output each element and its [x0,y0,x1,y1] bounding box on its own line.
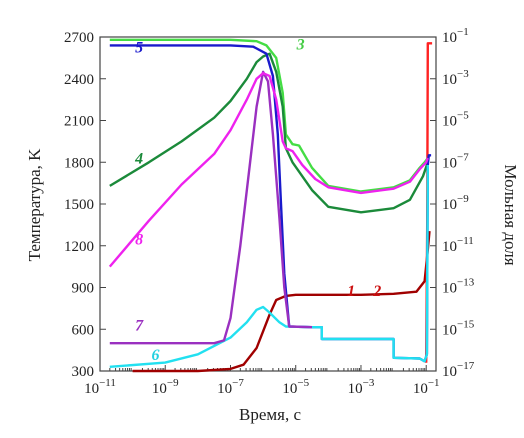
series-1-line [132,230,431,373]
series-5-label: 5 [135,39,143,56]
y-right-tick-label: 10−3 [442,68,469,88]
y-left-tick-label: 2400 [64,72,94,88]
y-axis-right-title: Мольная доля [501,164,520,265]
series-3-label: 3 [296,37,305,54]
y-left-tick-label: 1500 [64,197,94,213]
y-right-tick-label: 10−7 [442,151,469,171]
y-left-tick-label: 1200 [64,239,94,255]
y-left-tick-label: 2100 [64,114,94,130]
plot-area: 10−11 10−9 10−7 10−5 10−3 10−1300600900120015… [64,26,475,397]
series-4-line [109,52,429,214]
x-tick-label: 10−3 [348,377,375,397]
y-right-tick-label: 10−1 [442,26,469,46]
x-axis-title: Время, с [239,405,301,424]
x-tick-label: 10−1 [413,377,440,397]
y-right-tick-label: 10−13 [442,277,475,297]
series-6-label: 6 [151,347,159,364]
y-right-tick-label: 10−11 [442,235,474,255]
y-right-tick-label: 10−15 [442,318,475,338]
series-7-label: 7 [135,318,144,335]
x-tick-label: 10−11 [84,377,116,397]
y-right-tick-label: 10−9 [442,193,469,213]
x-tick-label: 10−5 [282,377,309,397]
y-left-tick-label: 2700 [64,30,94,46]
y-axis-left-title: Температура, K [25,148,44,262]
series-2-label: 2 [372,283,381,300]
x-tick-label: 10−9 [152,377,179,397]
series-7-line [109,70,313,345]
series-8-line [108,72,429,268]
series-8-label: 8 [135,231,143,248]
series-1-label: 1 [347,283,355,300]
series-6-line [109,164,429,368]
x-tick-label: 10−7 [217,377,244,397]
y-left-tick-label: 300 [72,364,95,380]
y-right-tick-label: 10−17 [442,360,475,380]
series-4-label: 4 [134,151,143,168]
y-left-tick-label: 1800 [64,155,94,171]
y-right-tick-label: 10−5 [442,110,469,130]
y-left-tick-label: 600 [72,322,95,338]
y-left-tick-label: 900 [72,281,95,297]
